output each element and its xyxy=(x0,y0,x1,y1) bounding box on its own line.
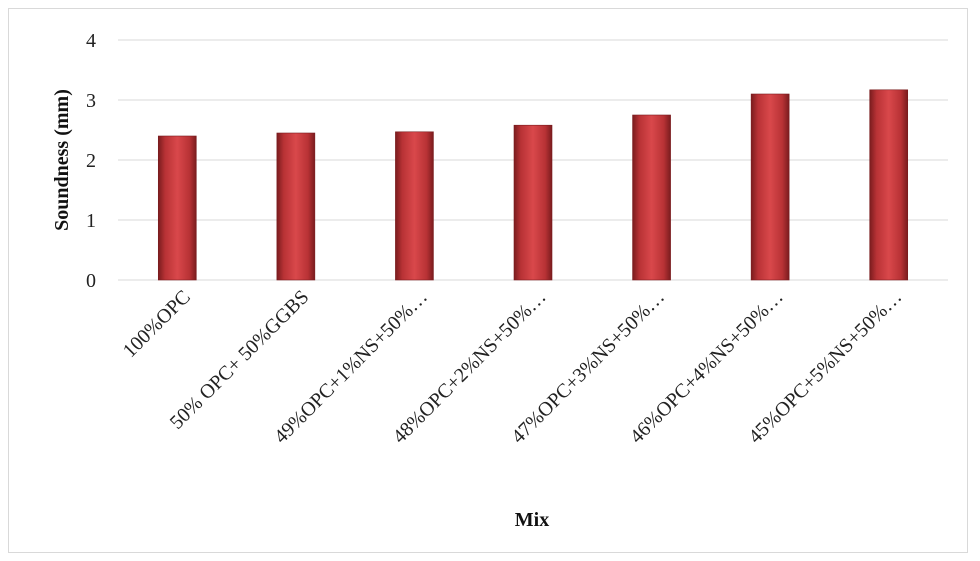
y-tick-label: 3 xyxy=(86,90,96,112)
bar xyxy=(750,93,790,281)
x-tick-label: 100%OPC xyxy=(119,286,195,362)
y-tick-labels: 0 1 2 3 4 xyxy=(86,30,96,292)
bar xyxy=(513,124,553,281)
y-tick-label: 1 xyxy=(86,210,96,232)
bar xyxy=(157,135,197,281)
y-tick-label: 0 xyxy=(86,270,96,292)
y-axis-title: Soundness (mm) xyxy=(51,89,73,231)
y-tick-label: 2 xyxy=(86,150,96,172)
bar xyxy=(276,132,316,281)
y-tick-label: 4 xyxy=(86,30,96,52)
bar xyxy=(869,89,909,281)
bar xyxy=(632,114,671,281)
bar xyxy=(395,131,434,281)
bars xyxy=(157,89,909,281)
x-axis-title: Mix xyxy=(515,509,549,531)
